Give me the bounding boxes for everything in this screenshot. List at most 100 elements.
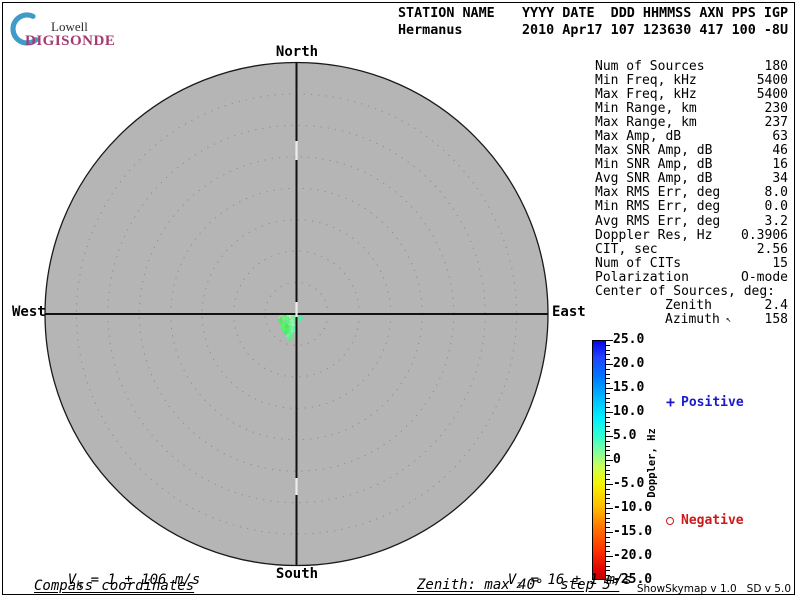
vh-symbol: V xyxy=(67,572,77,588)
stat-label: Max SNR Amp, dB xyxy=(595,143,713,159)
stat-label: Azimuth ↖ xyxy=(665,312,732,328)
stat-label: Max RMS Err, deg xyxy=(595,185,721,201)
stat-row: Avg SNR Amp, dB 34 xyxy=(595,172,788,186)
stat-label: Avg RMS Err, deg xyxy=(595,213,721,229)
stat-row: Azimuth ↖ 158 xyxy=(595,313,788,327)
stat-row: Max RMS Err, deg 8.0 xyxy=(595,186,788,200)
stat-row: Avg RMS Err, deg 3.2 xyxy=(595,213,788,229)
stat-row: Max SNR Amp, dB 46 xyxy=(595,143,788,159)
east-label: East xyxy=(552,304,586,320)
stat-value: 16 xyxy=(772,157,788,173)
stat-value: 0.3906 xyxy=(741,227,788,243)
negative-circle-icon xyxy=(666,516,674,525)
colorbar-tick-label: -15.0 xyxy=(613,524,653,539)
stat-row: Polarization O-mode xyxy=(595,269,788,285)
source-point-positive xyxy=(279,320,285,326)
stat-value: 0.0 xyxy=(764,199,788,215)
stat-label: Max Amp, dB xyxy=(595,128,682,144)
logo-bottom-text: DIGISONDE xyxy=(25,33,116,49)
stat-value: 34 xyxy=(772,171,788,187)
stat-row: Doppler Res, Hz 0.3906 xyxy=(595,227,788,243)
colorbar-tick-label: 10.0 xyxy=(613,404,645,419)
stat-value: 2.4 xyxy=(764,298,788,314)
crescent-icon xyxy=(10,12,39,46)
colorbar-tick-label: -25.0 xyxy=(613,572,653,587)
header-col-station-title: STATION NAME xyxy=(398,6,495,21)
header-station-values: 2010 Apr17 107 123630 417 100 -8U xyxy=(522,23,789,38)
header-station-name: Hermanus xyxy=(398,23,463,38)
header-col-titles: YYYY DATE DDD HHMMSS AXN PPS IGP xyxy=(522,6,789,21)
stat-row: Min RMS Err, deg 0.0 xyxy=(595,200,788,214)
stat-row: Max Freq, kHz 5400 xyxy=(595,86,788,102)
stat-value: 15 xyxy=(772,255,788,271)
stat-value: 5400 xyxy=(756,72,788,88)
colorbar-tick-label: 15.0 xyxy=(613,380,645,395)
stat-value: 237 xyxy=(764,114,788,130)
stat-row: Max Amp, dB 63 xyxy=(595,128,788,144)
statistics-panel: Num of Sources 180 Min Freq, kHz 5400 Max Fr… xyxy=(595,58,788,328)
zenith-scale-note: Zenith: max 40° step 5° xyxy=(417,577,620,593)
north-label: North xyxy=(275,44,319,60)
stat-value: 2.56 xyxy=(756,241,788,257)
colorbar-tick-label: 5.0 xyxy=(613,428,637,443)
stat-value: 180 xyxy=(764,58,788,74)
window-border xyxy=(2,2,795,595)
vz-subscript: z xyxy=(516,579,523,591)
colorbar-tick-label: -20.0 xyxy=(613,548,653,563)
stat-label: Max Freq, kHz xyxy=(595,86,697,102)
stat-row: Min Range, km 230 xyxy=(595,100,788,116)
stat-label: Num of CITs xyxy=(595,255,682,271)
south-label: South xyxy=(275,566,319,582)
stat-label: Max Range, km xyxy=(595,114,697,130)
source-point-positive xyxy=(284,324,290,330)
stat-label: Min SNR Amp, dB xyxy=(595,157,713,173)
colorbar-tick-label: 20.0 xyxy=(613,356,645,371)
stat-value: 5400 xyxy=(756,86,788,102)
vh-subscript: h xyxy=(76,579,83,591)
stat-row: Zenith 2.4 xyxy=(595,298,788,314)
doppler-colorbar xyxy=(592,340,606,580)
negative-legend: Negative xyxy=(666,513,744,528)
stat-label: Min Freq, kHz xyxy=(595,72,697,88)
stat-value: 8.0 xyxy=(764,185,788,201)
vertical-velocity-value: Vz = 16 ± 1 m/s xyxy=(474,556,632,600)
stat-label: Min RMS Err, deg xyxy=(595,199,721,215)
colorbar-tick-label: -5.0 xyxy=(613,476,645,491)
stat-row: Min SNR Amp, dB 16 xyxy=(595,158,788,172)
stat-label: Polarization xyxy=(595,269,689,285)
vz-symbol: V xyxy=(507,572,517,588)
horizontal-velocity-value: Vh = 1 ± 106 m/s xyxy=(34,556,200,600)
west-label: West xyxy=(12,304,46,320)
stat-value: 230 xyxy=(764,100,788,116)
source-point-positive xyxy=(287,321,293,327)
source-point-positive xyxy=(288,335,294,341)
stat-row: Min Freq, kHz 5400 xyxy=(595,72,788,88)
logo-top-text: Lowell xyxy=(51,19,88,34)
stat-value: 3.2 xyxy=(764,213,788,229)
coordinates-note: Compass coordinates xyxy=(34,578,195,594)
colorbar-tick-label: -10.0 xyxy=(613,500,653,515)
positive-plus-icon: + xyxy=(666,393,676,411)
colorbar-ticks xyxy=(606,340,616,581)
colorbar-tick-label: 25.0 xyxy=(613,332,645,347)
colorbar-axis-title: Doppler, Hz xyxy=(646,428,658,498)
version-text: ShowSkymap v 1.0 SD v 5.0 xyxy=(636,583,791,595)
stat-label: Doppler Res, Hz xyxy=(595,227,713,243)
stat-row: CIT, sec 2.56 xyxy=(595,241,788,257)
stat-value: O-mode xyxy=(741,269,788,285)
stat-label: Num of Sources xyxy=(595,58,705,74)
stat-value: 158 xyxy=(764,312,788,328)
stat-row: Num of Sources 180 xyxy=(595,58,788,74)
stat-label: Center of Sources, deg: xyxy=(595,284,776,299)
stat-row: Center of Sources, deg: xyxy=(595,284,788,299)
negative-legend-label: Negative xyxy=(681,513,744,528)
stat-value: 46 xyxy=(772,143,788,159)
stat-row: Num of CITs 15 xyxy=(595,255,788,271)
colorbar-tick-label: 0 xyxy=(613,452,621,467)
azimuth-direction-icon: ↖ xyxy=(725,315,732,326)
positive-legend: + Positive xyxy=(666,393,744,411)
stat-label: Min Range, km xyxy=(595,100,697,116)
positive-legend-label: Positive xyxy=(681,395,744,410)
